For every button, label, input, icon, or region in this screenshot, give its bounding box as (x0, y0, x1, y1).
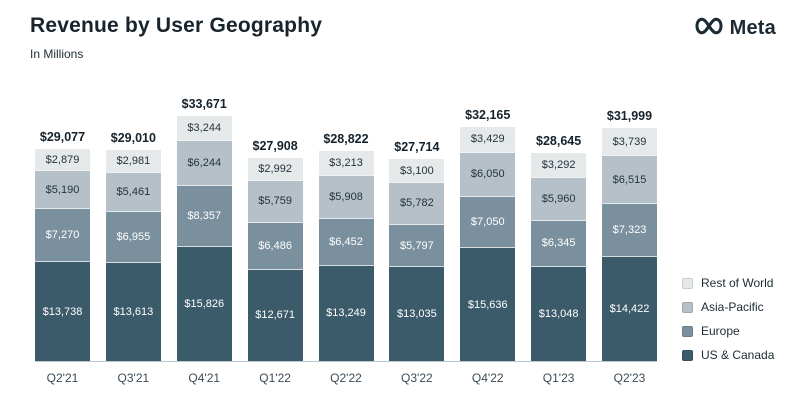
legend-item-asia-pacific: Asia-Pacific (682, 295, 774, 319)
axis-category-label: Q2'23 (613, 371, 646, 385)
legend-item-us-canada: US & Canada (682, 343, 774, 367)
bar-segment-us-canada: $13,738 (35, 261, 90, 361)
bar-segment-europe: $6,452 (318, 217, 374, 265)
bar-column-q2-23: $31,999 $3,739 $6,515 $7,323 $14,422 (602, 109, 657, 361)
legend-swatch (682, 277, 693, 289)
bar-segment-europe: $6,486 (247, 221, 303, 269)
axis-category-label: Q4'22 (471, 371, 504, 385)
bar-total-label: $28,645 (536, 133, 582, 148)
bar-segment-asia-pacific: $6,244 (176, 139, 232, 186)
bar-segment-asia-pacific: $5,908 (318, 174, 374, 218)
bar-segment-us-canada: $13,249 (318, 264, 374, 361)
bar-segment-us-canada: $14,422 (602, 256, 657, 361)
axis-category-label: Q1'22 (259, 371, 291, 385)
axis-category-label: Q2'21 (46, 371, 79, 385)
meta-logo: Meta (694, 16, 776, 41)
bar-column-q3-21: $29,010 $2,981 $5,461 $6,955 $13,613 (105, 131, 161, 361)
bar-segment-rest-of-world: $2,992 (247, 157, 303, 180)
bar-segment-europe: $6,345 (531, 219, 587, 267)
legend-label: Europe (701, 324, 740, 338)
bar-segment-us-canada: $13,035 (389, 266, 445, 361)
bar-segment-asia-pacific: $5,461 (105, 171, 161, 212)
legend-item-europe: Europe (682, 319, 774, 343)
axis-category-label: Q3'22 (401, 371, 433, 385)
bar-total-label: $33,671 (181, 97, 227, 112)
bar-segment-asia-pacific: $5,960 (531, 176, 587, 220)
bar-segment-rest-of-world: $3,739 (602, 128, 657, 156)
bar-segment-rest-of-world: $2,981 (105, 149, 161, 172)
bar-segment-asia-pacific: $5,759 (247, 179, 303, 222)
bar-column-q3-22: $27,714 $3,100 $5,782 $5,797 $13,035 (389, 140, 445, 361)
bar-total-label: $32,165 (465, 107, 511, 122)
bar-column-q2-22: $28,822 $3,213 $5,908 $6,452 $13,249 (318, 132, 374, 361)
bar-column-q2-21: $29,077 $2,879 $5,190 $7,270 $13,738 (35, 130, 90, 361)
axis-category-label: Q3'21 (117, 371, 150, 385)
bar-total-label: $27,908 (252, 138, 298, 153)
meta-infinity-icon (694, 16, 724, 41)
legend-swatch (682, 301, 693, 313)
bar-segment-us-canada: $12,671 (247, 268, 303, 361)
axis-category-label: Q2'22 (330, 371, 362, 385)
bar-segment-asia-pacific: $5,190 (35, 170, 90, 209)
bar-segment-europe: $7,323 (602, 202, 657, 257)
chart-subtitle: In Millions (30, 47, 84, 61)
bar-segment-europe: $8,357 (176, 185, 232, 246)
bar-total-label: $27,714 (394, 140, 440, 155)
bar-segment-rest-of-world: $3,213 (318, 151, 374, 175)
bar-segment-rest-of-world: $3,429 (460, 126, 516, 152)
legend-label: US & Canada (701, 348, 775, 362)
bar-segment-asia-pacific: $6,515 (602, 155, 657, 203)
bar-segment-rest-of-world: $3,244 (176, 116, 232, 140)
stacked-bar-chart: $29,077 $2,879 $5,190 $7,270 $13,738 $29,010 $… (35, 95, 657, 385)
bar-column-q1-23: $28,645 $3,292 $5,960 $6,345 $13,048 (531, 134, 587, 361)
bar-segment-europe: $6,955 (105, 211, 161, 262)
legend-swatch (682, 349, 693, 361)
bar-total-label: $29,010 (110, 130, 156, 145)
bar-column-q1-22: $27,908 $2,992 $5,759 $6,486 $12,671 (247, 139, 303, 361)
bar-segment-us-canada: $15,826 (176, 245, 232, 361)
bar-column-q4-22: $32,165 $3,429 $6,050 $7,050 $15,636 (460, 108, 516, 361)
axis-category-label: Q4'21 (188, 371, 221, 385)
bar-segment-europe: $7,050 (460, 195, 516, 248)
legend-label: Rest of World (701, 276, 774, 290)
legend-item-rest-of-world: Rest of World (682, 271, 774, 295)
page-title: Revenue by User Geography (30, 14, 323, 37)
bar-segment-europe: $7,270 (35, 208, 90, 262)
bar-segment-rest-of-world: $2,879 (35, 149, 90, 171)
meta-wordmark: Meta (729, 17, 776, 39)
bar-total-label: $29,077 (39, 130, 86, 145)
bar-column-q4-21: $33,671 $3,244 $6,244 $8,357 $15,826 (176, 97, 232, 361)
axis-category-label: Q1'23 (542, 371, 575, 385)
bar-segment-us-canada: $13,613 (105, 261, 161, 361)
chart-header: Revenue by User Geography In Millions (30, 14, 322, 61)
bar-total-label: $28,822 (323, 132, 369, 147)
bar-segment-rest-of-world: $3,100 (389, 159, 445, 182)
axis-categories: Q2'21 Q3'21 Q4'21 Q1'22 Q2'22 Q3'22 Q4'22 Q1'23… (35, 371, 657, 385)
bar-segment-us-canada: $15,636 (460, 247, 516, 361)
legend-swatch (682, 325, 693, 337)
legend-label: Asia-Pacific (701, 300, 764, 314)
bar-total-label: $31,999 (606, 109, 653, 124)
bar-segment-asia-pacific: $5,782 (389, 181, 445, 224)
bar-segment-asia-pacific: $6,050 (460, 151, 516, 196)
plot-columns: $29,077 $2,879 $5,190 $7,270 $13,738 $29,010 $… (35, 95, 657, 362)
bar-segment-us-canada: $13,048 (531, 266, 587, 361)
bar-segment-rest-of-world: $3,292 (531, 152, 587, 177)
chart-legend: Rest of World Asia-Pacific Europe US & Cana… (682, 271, 774, 367)
bar-segment-europe: $5,797 (389, 223, 445, 267)
